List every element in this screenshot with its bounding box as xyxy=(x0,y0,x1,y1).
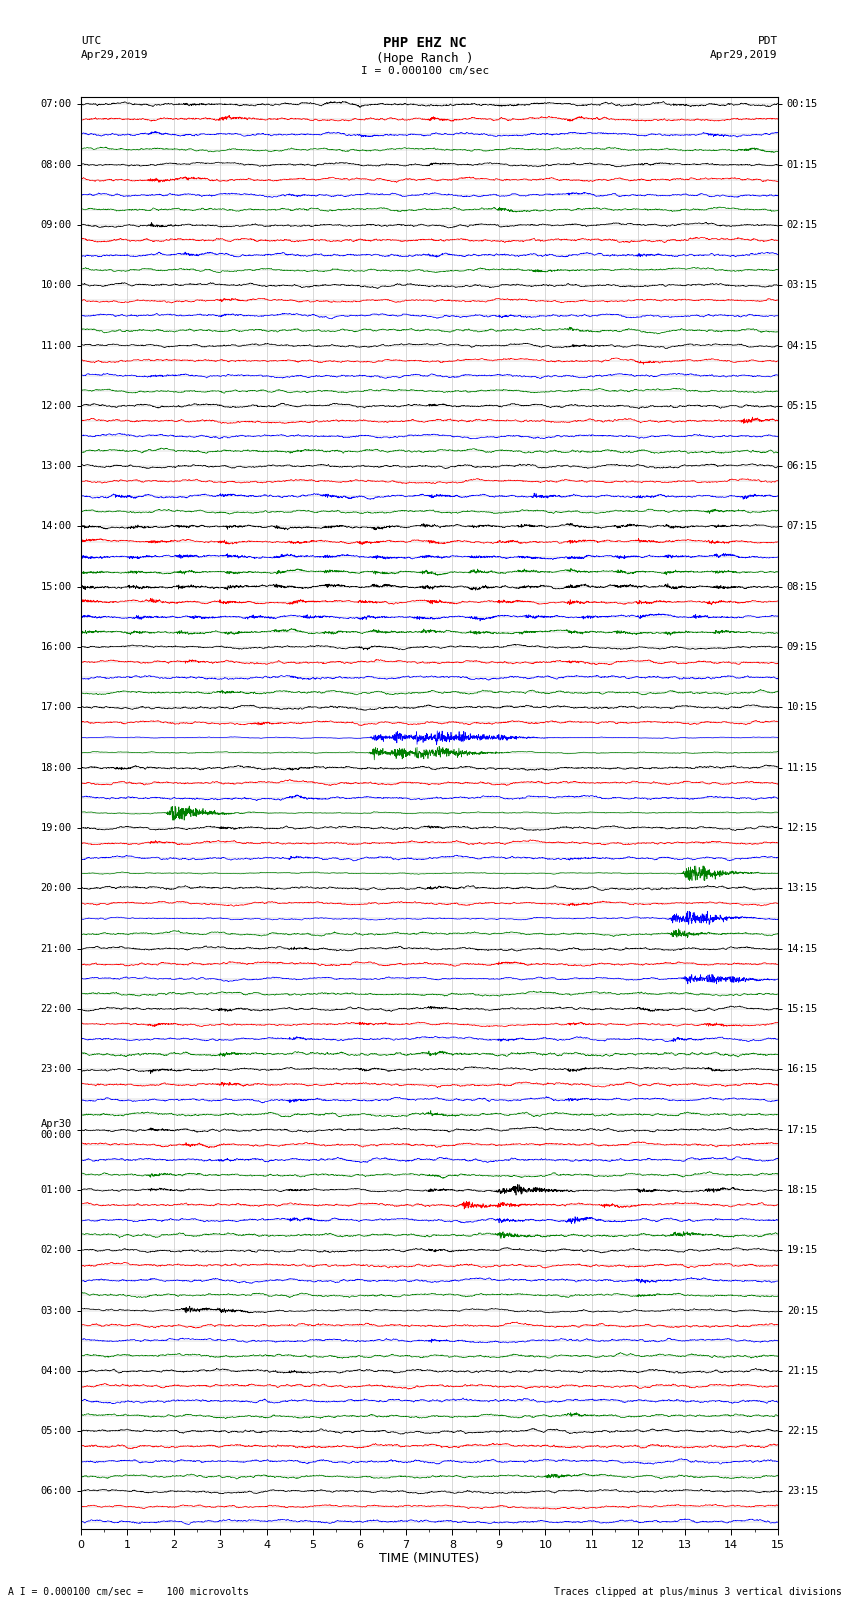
Text: Apr29,2019: Apr29,2019 xyxy=(81,50,148,60)
Text: Apr29,2019: Apr29,2019 xyxy=(711,50,778,60)
Text: A I = 0.000100 cm/sec =    100 microvolts: A I = 0.000100 cm/sec = 100 microvolts xyxy=(8,1587,249,1597)
X-axis label: TIME (MINUTES): TIME (MINUTES) xyxy=(379,1552,479,1565)
Text: PHP EHZ NC: PHP EHZ NC xyxy=(383,37,467,50)
Text: I = 0.000100 cm/sec: I = 0.000100 cm/sec xyxy=(361,66,489,76)
Text: Traces clipped at plus/minus 3 vertical divisions: Traces clipped at plus/minus 3 vertical … xyxy=(553,1587,842,1597)
Text: UTC: UTC xyxy=(81,37,101,47)
Text: PDT: PDT xyxy=(757,37,778,47)
Text: (Hope Ranch ): (Hope Ranch ) xyxy=(377,52,473,66)
